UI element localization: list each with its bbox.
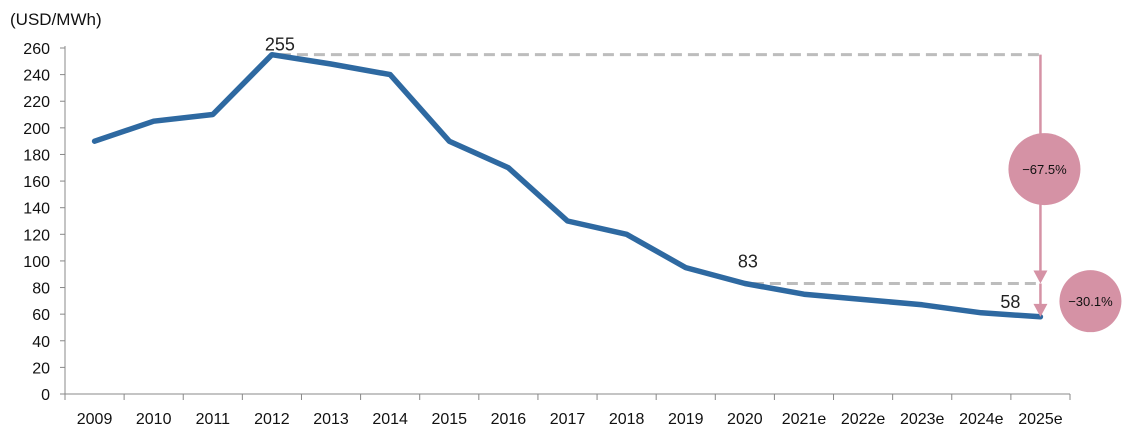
data-label: 58 <box>1000 292 1020 312</box>
data-label: 83 <box>738 252 758 272</box>
y-tick-label: 100 <box>23 254 50 271</box>
x-tick-label: 2013 <box>313 411 349 428</box>
series-line <box>91 51 1044 320</box>
x-tick-label: 2011 <box>196 411 231 428</box>
y-tick-label: 140 <box>23 201 50 218</box>
y-tick-label: 240 <box>23 68 50 85</box>
x-tick-label: 2009 <box>77 411 113 428</box>
x-tick-label: 2018 <box>609 411 645 428</box>
annotation-arrow-head <box>1033 303 1048 317</box>
annotation-bubble-large-label: −67.5% <box>1022 162 1067 177</box>
y-tick-label: 120 <box>23 227 50 244</box>
x-tick-label: 2017 <box>550 411 586 428</box>
x-tick-label: 2025e <box>1018 411 1063 428</box>
data-label: 255 <box>265 35 295 55</box>
x-tick-label: 2024e <box>959 411 1004 428</box>
axes: 0 20 40 60 80 100 120 140 160 180 200 220 240 260 2009… <box>23 41 1071 428</box>
series-lines <box>91 51 1044 320</box>
y-tick-label: 180 <box>23 147 50 164</box>
y-tick-label: 20 <box>32 360 50 377</box>
annotation-bubble-large <box>1008 133 1081 206</box>
annotation-arrow-head <box>1033 270 1048 284</box>
y-tick-label: 0 <box>41 387 50 404</box>
y-tick-label: 40 <box>32 334 50 351</box>
x-tick-label: 2023e <box>900 411 945 428</box>
x-tick-label: 2020 <box>727 411 763 428</box>
annotations: −67.5% −30.1% <box>1008 54 1122 333</box>
y-tick-label: 160 <box>23 174 50 191</box>
y-tick-label: 80 <box>32 281 50 298</box>
x-tick-label: 2021e <box>782 411 827 428</box>
x-tick-label: 2012 <box>254 411 290 428</box>
x-tick-label: 2022e <box>841 411 886 428</box>
y-tick-label: 60 <box>32 307 50 324</box>
unit-label: (USD/MWh) <box>10 10 102 29</box>
data-labels: 255 83 58 <box>265 35 1021 312</box>
x-tick-label: 2014 <box>372 411 408 428</box>
x-tick-label: 2019 <box>668 411 704 428</box>
y-tick-label: 220 <box>23 94 50 111</box>
annotation-bubble-small <box>1059 270 1122 333</box>
annotation-bubble-small-label: −30.1% <box>1068 294 1113 309</box>
x-tick-label: 2015 <box>431 411 467 428</box>
x-tick-label: 2016 <box>491 411 527 428</box>
reference-lines <box>279 53 1041 286</box>
x-tick-label: 2010 <box>136 411 172 428</box>
y-tick-label: 260 <box>23 41 50 58</box>
y-tick-label: 200 <box>23 121 50 138</box>
